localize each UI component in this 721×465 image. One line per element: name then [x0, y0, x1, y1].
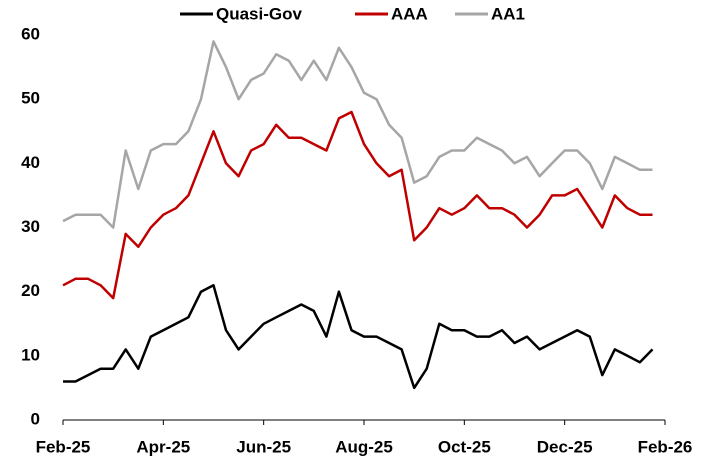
y-tick-label: 50 [21, 89, 40, 108]
x-tick-label: Feb-26 [638, 437, 693, 456]
x-tick-label: Dec-25 [537, 437, 593, 456]
x-tick-label: Apr-25 [136, 437, 190, 456]
line-series [62, 110, 653, 300]
x-tick-label: Aug-25 [335, 437, 393, 456]
y-tick-label: 30 [21, 217, 40, 236]
x-tick-label: Feb-25 [36, 437, 91, 456]
y-tick-label: 0 [31, 409, 40, 428]
y-tick-label: 60 [21, 24, 40, 43]
y-tick-label: 20 [21, 281, 40, 300]
line-series [62, 40, 653, 229]
x-tick-label: Jun-25 [236, 437, 291, 456]
y-tick-label: 10 [21, 345, 40, 364]
y-tick-label: 40 [21, 153, 40, 172]
legend-label: AA1 [491, 4, 525, 23]
line-series [63, 284, 654, 390]
legend-label: AAA [391, 4, 428, 23]
x-tick-label: Oct-25 [438, 437, 491, 456]
legend-label: Quasi-Gov [216, 4, 303, 23]
